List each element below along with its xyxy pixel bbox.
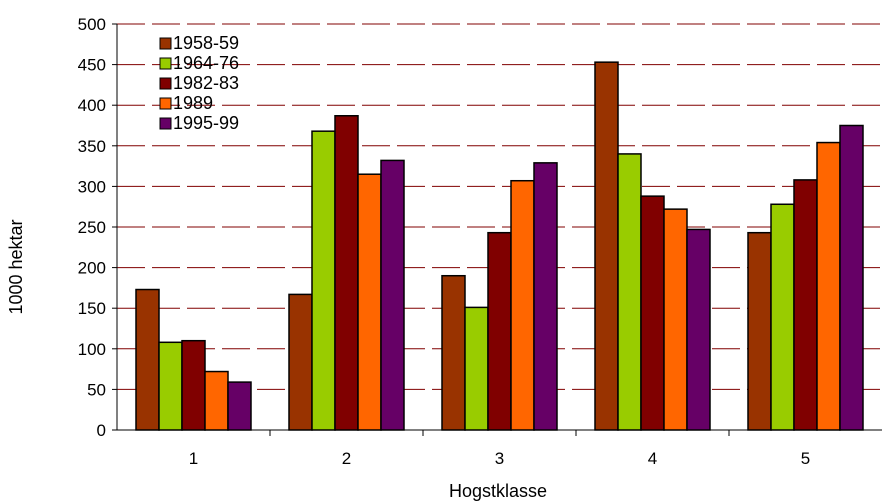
x-tick-label: 2 bbox=[342, 449, 351, 468]
y-tick-label: 0 bbox=[97, 421, 106, 440]
bar-1995-99-2 bbox=[380, 159, 405, 431]
y-tick-label: 350 bbox=[78, 137, 106, 156]
legend-label: 1982-83 bbox=[173, 73, 239, 93]
legend-label: 1995-99 bbox=[173, 113, 239, 133]
bar-1982-83-1 bbox=[181, 339, 206, 431]
legend-swatch bbox=[159, 77, 172, 90]
y-axis-title: 1000 hektar bbox=[6, 219, 26, 314]
axes bbox=[112, 23, 882, 436]
y-tick-label: 100 bbox=[78, 340, 106, 359]
x-tick-label: 1 bbox=[189, 449, 198, 468]
bar-1958-59-2 bbox=[288, 293, 313, 431]
legend-swatch bbox=[159, 117, 172, 130]
y-tick-label: 50 bbox=[87, 380, 106, 399]
legend-swatch bbox=[159, 37, 172, 50]
x-axis-title: Hogstklasse bbox=[449, 481, 547, 501]
legend-swatch bbox=[159, 57, 172, 70]
bar-1958-59-1 bbox=[135, 288, 160, 431]
legend-label: 1989 bbox=[173, 93, 213, 113]
y-tick-label: 300 bbox=[78, 177, 106, 196]
legend-label: 1958-59 bbox=[173, 33, 239, 53]
bar-1995-99-4 bbox=[686, 228, 711, 431]
y-tick-label: 500 bbox=[78, 15, 106, 34]
y-tick-label: 250 bbox=[78, 218, 106, 237]
x-tick-label: 4 bbox=[648, 449, 657, 468]
bar-1958-59-4 bbox=[594, 61, 619, 431]
bar-1964-76-3 bbox=[464, 306, 489, 431]
y-tick-label: 200 bbox=[78, 259, 106, 278]
y-tick-label: 400 bbox=[78, 96, 106, 115]
y-tick-label: 150 bbox=[78, 299, 106, 318]
bars bbox=[135, 61, 864, 431]
legend-swatch bbox=[159, 97, 172, 110]
bar-1958-59-5 bbox=[747, 231, 772, 431]
bar-1989-1 bbox=[204, 370, 229, 431]
bar-1989-4 bbox=[663, 208, 688, 431]
bar-1995-99-3 bbox=[533, 162, 558, 431]
bar-1982-83-4 bbox=[640, 195, 665, 431]
bar-1964-76-5 bbox=[770, 203, 795, 431]
bar-1989-3 bbox=[510, 179, 535, 431]
bar-1964-76-2 bbox=[311, 130, 336, 431]
x-tick-label: 5 bbox=[801, 449, 810, 468]
x-tick-label: 3 bbox=[495, 449, 504, 468]
bar-1995-99-5 bbox=[839, 124, 864, 431]
bar-1964-76-4 bbox=[617, 153, 642, 431]
bar-1989-2 bbox=[357, 173, 382, 431]
bar-1982-83-3 bbox=[487, 231, 512, 431]
bar-1982-83-2 bbox=[334, 115, 359, 431]
legend-label: 1964-76 bbox=[173, 53, 239, 73]
bar-1989-5 bbox=[816, 141, 841, 431]
bar-1958-59-3 bbox=[441, 274, 466, 431]
bar-1964-76-1 bbox=[158, 341, 183, 431]
x-tick-labels: 1 2 3 4 5 bbox=[189, 449, 810, 468]
y-tick-label: 450 bbox=[78, 56, 106, 75]
y-tick-labels: 0 50 100 150 200 250 300 350 400 450 500 bbox=[78, 15, 106, 440]
bar-1982-83-5 bbox=[793, 179, 818, 431]
bar-1995-99-1 bbox=[227, 381, 252, 431]
